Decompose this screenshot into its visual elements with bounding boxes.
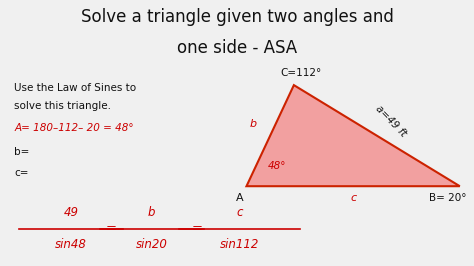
Text: one side - ASA: one side - ASA <box>177 39 297 57</box>
Text: c: c <box>350 193 356 203</box>
Text: C=112°: C=112° <box>280 68 322 78</box>
Text: 49: 49 <box>64 206 79 219</box>
Text: a=49 ft: a=49 ft <box>374 103 408 139</box>
Text: c: c <box>236 206 243 219</box>
Text: A= 180–112– 20 = 48°: A= 180–112– 20 = 48° <box>14 123 134 133</box>
Text: b: b <box>148 206 155 219</box>
Text: c=: c= <box>14 168 29 178</box>
Text: sin20: sin20 <box>136 238 168 251</box>
Text: Solve a triangle given two angles and: Solve a triangle given two angles and <box>81 8 393 26</box>
Text: =: = <box>106 222 117 235</box>
Text: sin48: sin48 <box>55 238 87 251</box>
Text: b: b <box>250 119 257 129</box>
Text: Use the Law of Sines to: Use the Law of Sines to <box>14 83 137 93</box>
Text: sin112: sin112 <box>219 238 259 251</box>
Text: A: A <box>236 193 243 203</box>
Text: b=: b= <box>14 147 29 157</box>
Text: B= 20°: B= 20° <box>429 193 467 203</box>
Text: solve this triangle.: solve this triangle. <box>14 101 111 111</box>
Text: =: = <box>191 222 202 235</box>
Text: 48°: 48° <box>268 161 286 171</box>
Polygon shape <box>246 85 460 186</box>
